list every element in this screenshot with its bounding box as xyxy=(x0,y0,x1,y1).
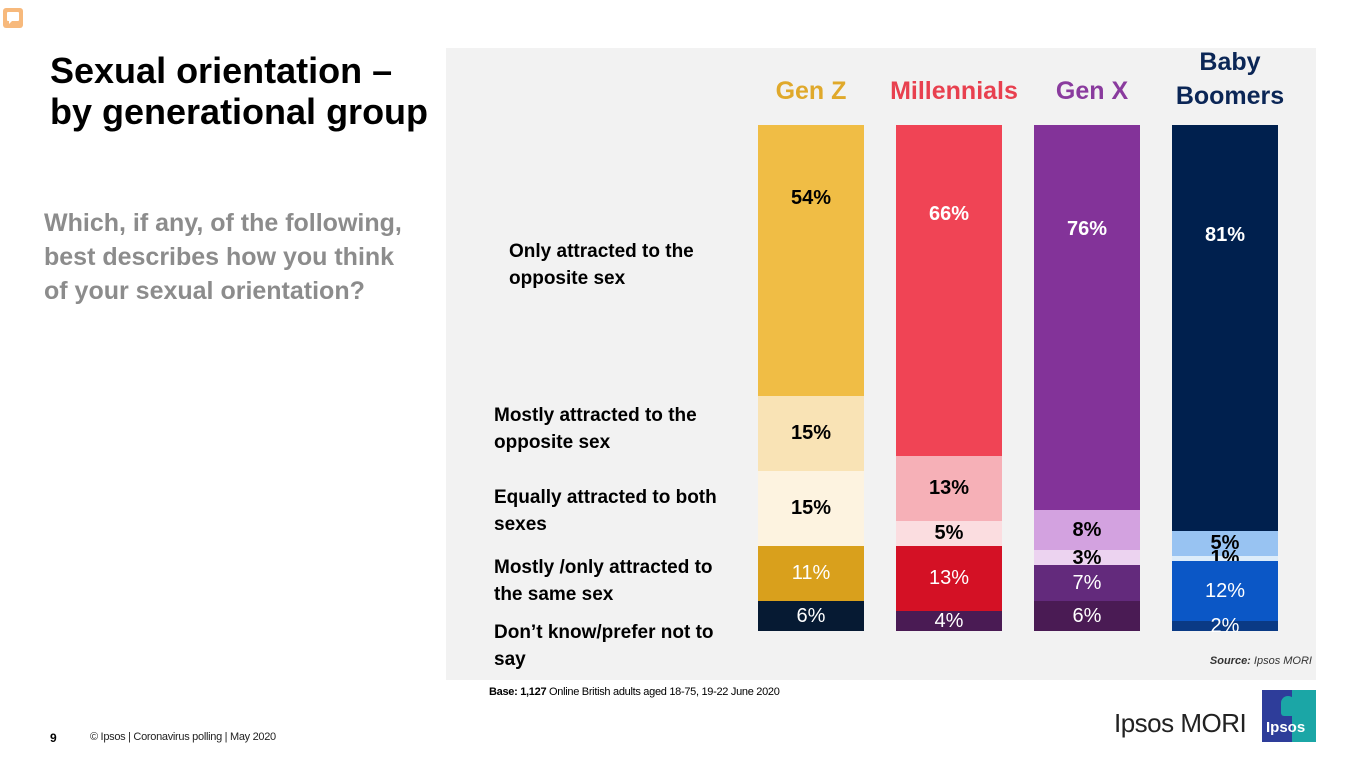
comment-icon[interactable] xyxy=(3,8,23,28)
category-label-gen-x: Gen X xyxy=(1055,77,1129,105)
ipsos-logo-badge-text: Ipsos xyxy=(1266,719,1306,736)
bar-segment xyxy=(1172,530,1278,556)
base-label: Base: xyxy=(489,686,518,698)
bar-segment xyxy=(896,125,1002,456)
data-label: 4% xyxy=(934,609,964,632)
legend-label: Mostly /only attracted to the same sex xyxy=(494,557,713,605)
data-label: 66% xyxy=(928,203,970,226)
data-label: 2% xyxy=(1210,614,1240,637)
footer-text: © Ipsos | Coronavirus polling | May 2020 xyxy=(90,731,276,743)
data-label: 6% xyxy=(1072,604,1102,627)
bar-segment xyxy=(758,125,864,396)
data-label: 6% xyxy=(796,604,826,627)
data-label: 12% xyxy=(1204,579,1246,602)
base-note: Base: 1,127 Online British adults aged 1… xyxy=(489,686,780,698)
bar-segment xyxy=(1172,125,1278,531)
bar-segment xyxy=(1172,620,1278,631)
data-label: 7% xyxy=(1072,571,1102,594)
data-label: 13% xyxy=(928,477,970,500)
bar-segment xyxy=(896,455,1002,521)
data-label: 81% xyxy=(1204,223,1246,246)
bar-segment xyxy=(896,520,1002,546)
bar-segment xyxy=(1034,550,1140,566)
data-label: 54% xyxy=(790,187,832,210)
bar-segment xyxy=(1172,560,1278,621)
data-label: 8% xyxy=(1072,518,1102,541)
legend-label: Equally attracted to both sexes xyxy=(494,487,717,535)
data-label: 3% xyxy=(1072,546,1102,569)
bar-segment xyxy=(1034,509,1140,551)
source-note: Source: Ipsos MORI xyxy=(1210,655,1312,667)
legend-label: Mostly attracted to the opposite sex xyxy=(494,405,697,453)
data-label: 11% xyxy=(791,562,831,585)
bar-segment xyxy=(896,610,1002,631)
ipsos-logo-icon: Ipsos xyxy=(1262,690,1316,742)
bar-segment xyxy=(1034,565,1140,601)
page-number: 9 xyxy=(50,731,57,745)
data-label: 15% xyxy=(790,422,832,445)
category-label-gen-z: Gen Z xyxy=(775,77,847,105)
source-value: Ipsos MORI xyxy=(1253,655,1312,667)
bar-segment xyxy=(758,600,864,631)
bar-segment xyxy=(758,545,864,601)
base-value: 1,127 xyxy=(520,686,547,698)
bar-segment xyxy=(758,395,864,471)
bar-segment xyxy=(758,470,864,546)
bar-segment xyxy=(1034,600,1140,631)
page-title: Sexual orientation – by generational gro… xyxy=(50,50,429,132)
data-label: 13% xyxy=(928,567,970,590)
category-label-baby-boomers: Baby Boomers xyxy=(1175,48,1285,110)
source-label: Source: xyxy=(1209,655,1251,667)
category-label-millennials: Millennials xyxy=(890,77,1018,105)
data-label: 5% xyxy=(934,522,964,545)
bar-segment xyxy=(896,545,1002,611)
base-text: Online British adults aged 18-75, 19-22 … xyxy=(549,686,780,698)
legend-label: Only attracted to the opposite sex xyxy=(509,241,694,289)
data-label: 5% xyxy=(1210,532,1240,555)
ipsos-mori-logo-text: Ipsos MORI xyxy=(1114,708,1247,738)
data-label: 15% xyxy=(790,497,832,520)
bar-segment xyxy=(1172,555,1278,561)
survey-question: Which, if any, of the following, best de… xyxy=(44,209,402,305)
bar-segment xyxy=(1034,125,1140,510)
chart-panel xyxy=(446,48,1316,680)
data-label: 76% xyxy=(1066,217,1108,240)
legend-label: Don’t know/prefer not to say xyxy=(494,622,714,670)
